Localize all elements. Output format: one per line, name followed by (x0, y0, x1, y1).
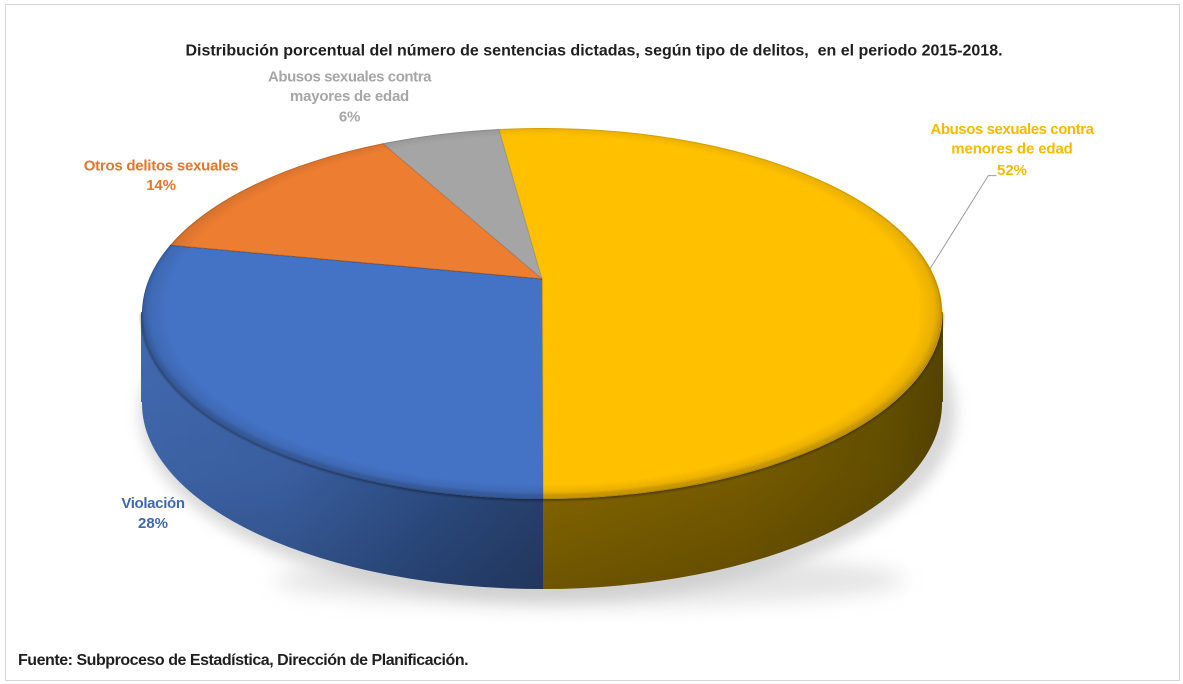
svg-text:Abusos sexuales contra: Abusos sexuales contra (268, 68, 432, 85)
svg-text:28%: 28% (138, 515, 168, 532)
svg-text:Otros delitos sexuales: Otros delitos sexuales (84, 157, 239, 174)
svg-text:Violación: Violación (121, 495, 185, 512)
svg-text:Fuente: Subproceso de Estadíst: Fuente: Subproceso de Estadística, Direc… (18, 652, 468, 669)
svg-text:14%: 14% (146, 177, 175, 194)
svg-text:menores de edad: menores de edad (951, 141, 1072, 158)
svg-text:6%: 6% (339, 108, 360, 125)
svg-text:mayores de edad: mayores de edad (290, 88, 409, 105)
svg-text:Abusos sexuales contra: Abusos sexuales contra (930, 121, 1094, 138)
svg-text:Distribución porcentual del nú: Distribución porcentual del número de se… (185, 42, 1002, 59)
svg-text:52%: 52% (997, 162, 1027, 179)
